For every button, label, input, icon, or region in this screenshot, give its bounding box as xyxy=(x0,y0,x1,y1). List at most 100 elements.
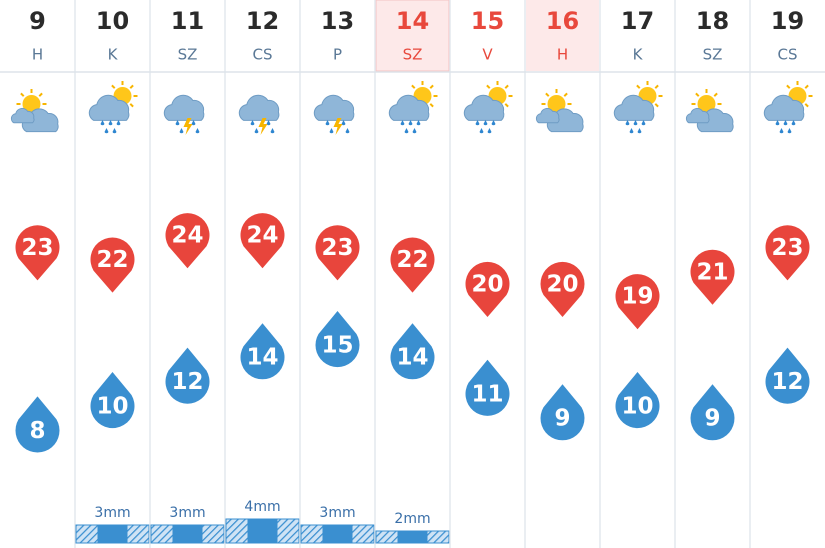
weather-icon xyxy=(313,94,355,135)
raindrop xyxy=(625,120,630,126)
min-temp-label: 9 xyxy=(554,406,570,432)
raindrop xyxy=(791,120,796,126)
sun-ray xyxy=(429,84,434,89)
raindrop xyxy=(345,128,350,134)
max-temp-marker xyxy=(390,237,435,293)
min-temp-label: 12 xyxy=(771,369,803,395)
day-date: 18 xyxy=(696,7,729,35)
precip-label: 3mm xyxy=(169,505,205,521)
min-temp-marker xyxy=(240,323,285,380)
raindrop xyxy=(254,128,259,134)
raindrop xyxy=(404,128,409,134)
min-temp-marker xyxy=(90,372,135,429)
max-temp-marker xyxy=(165,213,210,269)
raindrop xyxy=(400,120,405,126)
max-temp-label: 21 xyxy=(696,259,728,285)
sun-ray xyxy=(129,84,134,89)
sun-ray xyxy=(504,84,509,89)
cloud xyxy=(463,94,505,121)
weather-icon xyxy=(238,94,280,135)
raindrop xyxy=(341,120,346,126)
max-temp-label: 24 xyxy=(171,223,203,249)
sun-ray xyxy=(504,103,509,108)
raindrop xyxy=(270,128,275,134)
raindrop xyxy=(412,128,417,134)
precip-bar-core xyxy=(397,531,428,543)
sun-ray xyxy=(654,84,659,89)
raindrop xyxy=(779,128,784,134)
sun-ray xyxy=(20,92,25,97)
max-temp-marker xyxy=(90,237,135,293)
day-date: 11 xyxy=(171,7,204,35)
day-date: 12 xyxy=(246,7,279,35)
raindrop xyxy=(637,128,642,134)
raindrop xyxy=(100,120,105,126)
min-temp-marker xyxy=(690,384,735,441)
min-temp-marker xyxy=(615,372,660,429)
max-temp-marker xyxy=(465,261,510,317)
raindrop xyxy=(775,120,780,126)
min-temp-label: 9 xyxy=(704,406,720,432)
raindrop xyxy=(104,128,109,134)
max-temp-marker xyxy=(240,213,285,269)
sun xyxy=(22,95,41,113)
raindrop xyxy=(408,120,413,126)
max-temp-label: 22 xyxy=(96,247,128,273)
cloud xyxy=(163,94,205,121)
raindrop xyxy=(191,120,196,126)
sun-ray xyxy=(804,103,809,108)
day-date: 14 xyxy=(396,7,429,35)
raindrop xyxy=(416,120,421,126)
day-weekday: P xyxy=(333,46,342,64)
sun-ray xyxy=(545,92,550,97)
max-temp-label: 23 xyxy=(321,235,353,261)
min-temp-marker xyxy=(315,311,360,368)
max-temp-marker xyxy=(615,274,660,330)
day-weekday: CS xyxy=(778,46,798,64)
raindrop xyxy=(633,120,638,126)
max-temp-label: 23 xyxy=(771,235,803,261)
raindrop xyxy=(179,128,184,134)
sun-ray xyxy=(563,92,568,97)
lightning xyxy=(333,118,343,135)
max-temp-marker xyxy=(540,261,585,317)
max-temp-marker xyxy=(690,249,735,305)
raindrop xyxy=(487,128,492,134)
cloud xyxy=(313,94,355,121)
precip-bar-core xyxy=(97,525,128,543)
raindrop xyxy=(479,128,484,134)
max-temp-label: 20 xyxy=(546,272,578,298)
precip-label: 3mm xyxy=(319,505,355,521)
day-weekday: SZ xyxy=(178,46,198,64)
day-weekday: H xyxy=(557,46,568,64)
max-temp-label: 19 xyxy=(621,284,653,310)
min-temp-label: 14 xyxy=(396,345,428,371)
sun-ray xyxy=(129,103,134,108)
day-date: 10 xyxy=(96,7,129,35)
min-temp-label: 12 xyxy=(171,369,203,395)
min-temp-label: 14 xyxy=(246,345,278,371)
max-temp-label: 20 xyxy=(471,272,503,298)
cloud xyxy=(535,107,560,124)
lightning xyxy=(183,118,193,135)
raindrop xyxy=(629,128,634,134)
sun-ray xyxy=(38,92,43,97)
max-temp-label: 24 xyxy=(246,223,278,249)
raindrop xyxy=(116,120,121,126)
min-temp-label: 15 xyxy=(321,333,353,359)
min-temp-label: 10 xyxy=(96,394,128,420)
raindrop xyxy=(641,120,646,126)
raindrop xyxy=(325,120,330,126)
sun-ray xyxy=(804,84,809,89)
cloud xyxy=(763,94,805,121)
sun-ray xyxy=(654,103,659,108)
min-temp-label: 8 xyxy=(29,418,45,444)
raindrop xyxy=(787,128,792,134)
precip-label: 3mm xyxy=(94,505,130,521)
cloud xyxy=(88,94,130,121)
weather-icon xyxy=(163,94,205,135)
weather-icon xyxy=(88,81,138,134)
weather-icon xyxy=(388,81,438,134)
min-temp-marker xyxy=(765,347,810,404)
day-weekday: K xyxy=(633,46,644,64)
